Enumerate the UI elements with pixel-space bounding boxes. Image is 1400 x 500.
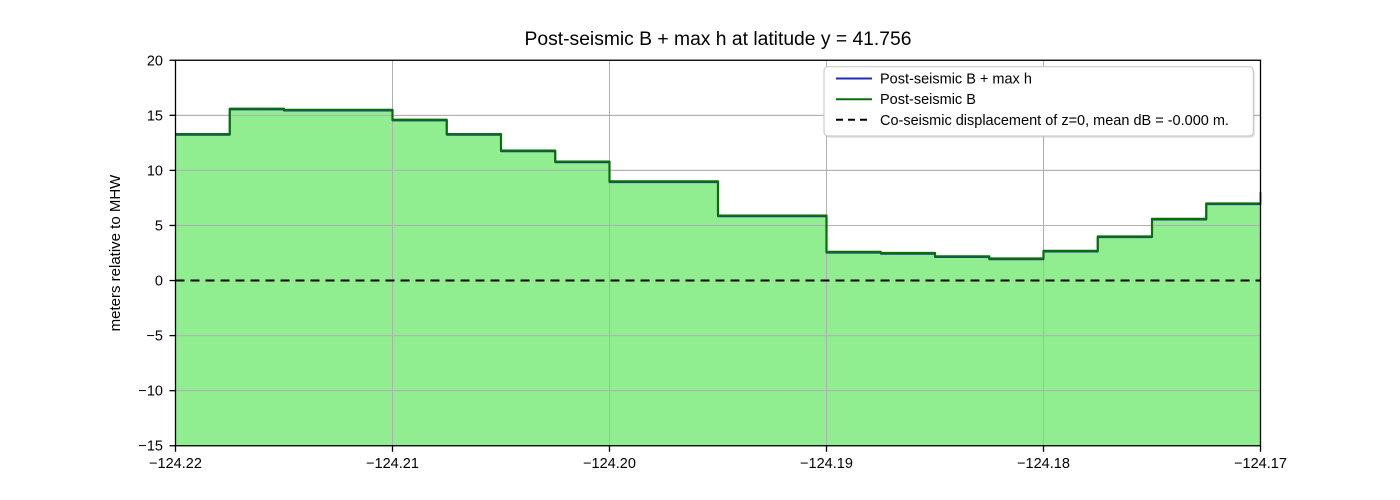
svg-text:−124.20: −124.20 [583,456,636,472]
svg-text:−5: −5 [146,329,163,345]
svg-text:−15: −15 [138,439,163,455]
svg-text:−124.18: −124.18 [1017,456,1070,472]
svg-text:meters relative to MHW: meters relative to MHW [107,174,124,332]
svg-text:15: 15 [147,109,163,125]
svg-text:Post-seismic B: Post-seismic B [880,92,976,108]
svg-text:−124.19: −124.19 [800,456,853,472]
svg-text:20: 20 [147,54,163,70]
svg-text:−124.17: −124.17 [1234,456,1287,472]
svg-text:5: 5 [155,219,163,235]
svg-text:−124.22: −124.22 [149,456,202,472]
svg-text:Co-seismic displacement of z=0: Co-seismic displacement of z=0, mean dB … [880,113,1229,129]
svg-text:10: 10 [147,164,163,180]
svg-text:Post-seismic B + max h: Post-seismic B + max h [880,72,1032,88]
svg-text:Post-seismic B + max h at lati: Post-seismic B + max h at latitude y = 4… [525,29,912,50]
svg-text:0: 0 [155,274,163,290]
svg-text:−10: −10 [138,384,163,400]
svg-text:−124.21: −124.21 [366,456,419,472]
